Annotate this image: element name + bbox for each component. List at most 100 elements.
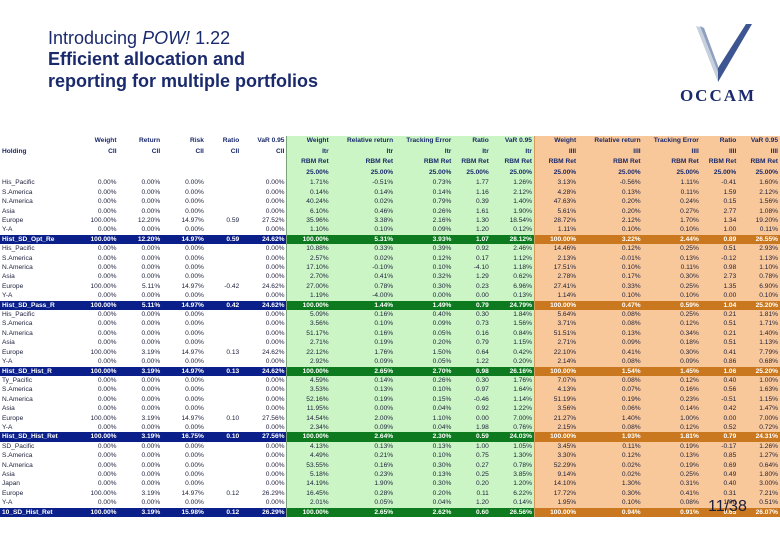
table-cell[interactable]	[205, 272, 242, 282]
table-cell[interactable]: 0.00%	[68, 272, 119, 282]
table-cell[interactable]: 0.00%	[395, 291, 454, 301]
table-cell[interactable]: 0.13%	[490, 291, 535, 301]
table-cell[interactable]: 7.07%	[533, 375, 579, 386]
table-cell[interactable]: 0.00%	[162, 479, 206, 489]
table-cell[interactable]: 1.10%	[738, 263, 780, 273]
table-cell[interactable]: 1.81%	[642, 432, 701, 442]
table-cell[interactable]: 0.00%	[118, 404, 163, 414]
table-cell[interactable]: 1.71%	[738, 319, 780, 329]
table-cell[interactable]: 0.41%	[330, 272, 396, 282]
table-cell[interactable]: 1.59	[700, 187, 739, 198]
table-cell[interactable]: 0.13%	[330, 441, 396, 452]
table-cell[interactable]: 0.05%	[395, 328, 454, 339]
table-cell[interactable]: 6.22%	[490, 488, 535, 499]
table-cell[interactable]: 0.11%	[642, 263, 701, 273]
table-cell[interactable]: 0.00	[700, 291, 739, 301]
table-cell[interactable]: 0.00%	[162, 460, 206, 470]
table-row[interactable]: Y-A 0.00% 0.00% 0.00% 0.00% 2.01% 0.05% 0.04% 1.…	[0, 498, 780, 508]
table-cell[interactable]: 1.45%	[642, 366, 701, 376]
table-cell[interactable]: 2.13%	[533, 253, 579, 264]
row-label-cell[interactable]: 10_SD_Hist_Ret	[0, 507, 69, 517]
table-cell[interactable]: 0.00%	[118, 357, 163, 367]
table-cell[interactable]: 0.00%	[162, 187, 206, 198]
table-cell[interactable]: 1.11%	[533, 225, 579, 235]
table-cell[interactable]	[205, 310, 242, 320]
table-cell[interactable]: 100.00%	[68, 507, 119, 517]
table-cell[interactable]: 2.70%	[395, 366, 454, 376]
table-row[interactable]: Y-A 0.00% 0.00% 0.00% 0.00% 2.92% 0.09% 0.05% 1.…	[0, 357, 780, 367]
table-cell[interactable]: 3.56%	[533, 404, 579, 414]
portfolio-summary-row[interactable]: Hist_SD_Hist_R 100.00% 3.19% 14.97% 0.13 24.6…	[0, 366, 780, 376]
table-cell[interactable]: 1.95%	[533, 498, 579, 508]
table-cell[interactable]: 0.75	[453, 451, 491, 461]
table-cell[interactable]: 16.75%	[162, 432, 206, 442]
table-cell[interactable]: 0.79	[453, 300, 491, 311]
table-cell[interactable]: 0.47%	[578, 300, 643, 311]
table-cell[interactable]: 0.00%	[118, 310, 163, 320]
table-cell[interactable]: 0.92	[453, 404, 491, 414]
table-cell[interactable]: 0.39%	[395, 244, 454, 254]
table-cell[interactable]: 0.31	[700, 488, 739, 499]
table-cell[interactable]: 3.85%	[490, 469, 535, 480]
table-cell[interactable]: 2.30%	[395, 432, 454, 442]
table-cell[interactable]: 0.04%	[395, 498, 454, 508]
table-cell[interactable]: 0.25%	[642, 244, 701, 254]
row-label-cell[interactable]: S.America	[0, 253, 69, 264]
table-row[interactable]: Asia 0.00% 0.00% 0.00% 0.00% 5.18% 0.23% 0.13% 0…	[0, 469, 780, 480]
table-cell[interactable]: 5.61%	[533, 206, 579, 216]
table-cell[interactable]: 1.00	[700, 498, 739, 508]
table-cell[interactable]: 0.00%	[118, 422, 163, 433]
table-cell[interactable]: 0.00%	[68, 422, 119, 433]
table-cell[interactable]: 0.02%	[578, 469, 643, 480]
table-cell[interactable]: 5.11%	[118, 300, 163, 311]
table-cell[interactable]: 1.70%	[642, 216, 701, 226]
table-cell[interactable]: 1.44%	[330, 300, 396, 311]
table-cell[interactable]: 0.00%	[68, 469, 119, 480]
table-cell[interactable]: 6.90%	[738, 281, 780, 292]
table-cell[interactable]: 0.00%	[68, 385, 119, 395]
table-cell[interactable]	[205, 291, 242, 301]
table-cell[interactable]: 100.00%	[68, 432, 119, 442]
table-cell[interactable]: 1.22	[453, 357, 491, 367]
table-cell[interactable]: -0.01%	[578, 253, 643, 264]
table-cell[interactable]: 0.00%	[118, 197, 163, 207]
table-cell[interactable]: 1.15%	[490, 338, 535, 348]
table-cell[interactable]: 0.00%	[241, 253, 287, 264]
table-cell[interactable]: 0.02%	[330, 253, 396, 264]
table-cell[interactable]: 1.00%	[738, 375, 780, 386]
table-cell[interactable]: 0.73%	[395, 178, 454, 188]
table-cell[interactable]	[205, 451, 242, 461]
table-cell[interactable]: 0.00%	[241, 385, 287, 395]
table-cell[interactable]: 0.79	[700, 432, 739, 442]
table-cell[interactable]: 1.90%	[330, 479, 396, 489]
table-cell[interactable]: 0.92	[453, 244, 491, 254]
table-cell[interactable]: 0.59%	[642, 300, 701, 311]
table-cell[interactable]: 1.98	[453, 422, 491, 433]
table-cell[interactable]: 0.89	[700, 234, 739, 245]
table-cell[interactable]: 3.19%	[118, 432, 163, 442]
table-cell[interactable]: 0.56	[700, 385, 739, 395]
table-cell[interactable]: 0.00%	[241, 338, 287, 348]
table-cell[interactable]: 25.20%	[738, 366, 780, 376]
table-cell[interactable]: 9.14%	[533, 469, 579, 480]
table-cell[interactable]: 0.00%	[162, 469, 206, 480]
table-cell[interactable]: 15.98%	[162, 507, 206, 517]
row-label-cell[interactable]: Europe	[0, 216, 69, 226]
table-cell[interactable]: 26.07%	[738, 507, 780, 517]
table-cell[interactable]: 3.19%	[118, 488, 163, 499]
row-label-cell[interactable]: Asia	[0, 338, 69, 348]
table-cell[interactable]: 1.40%	[490, 197, 535, 207]
table-cell[interactable]	[205, 460, 242, 470]
table-cell[interactable]: 0.19%	[642, 460, 701, 470]
table-cell[interactable]: 1.16	[453, 187, 491, 198]
row-label-cell[interactable]: S.America	[0, 319, 69, 329]
table-cell[interactable]: 24.62%	[241, 300, 287, 311]
table-cell[interactable]	[205, 319, 242, 329]
table-cell[interactable]: 0.17%	[578, 272, 643, 282]
table-cell[interactable]: 0.85	[700, 451, 739, 461]
table-cell[interactable]: 0.12%	[642, 319, 701, 329]
table-cell[interactable]: 0.00%	[68, 375, 119, 386]
table-cell[interactable]: 0.78%	[330, 281, 396, 292]
table-cell[interactable]: 0.08%	[578, 319, 643, 329]
table-cell[interactable]: 2.70%	[286, 272, 331, 282]
